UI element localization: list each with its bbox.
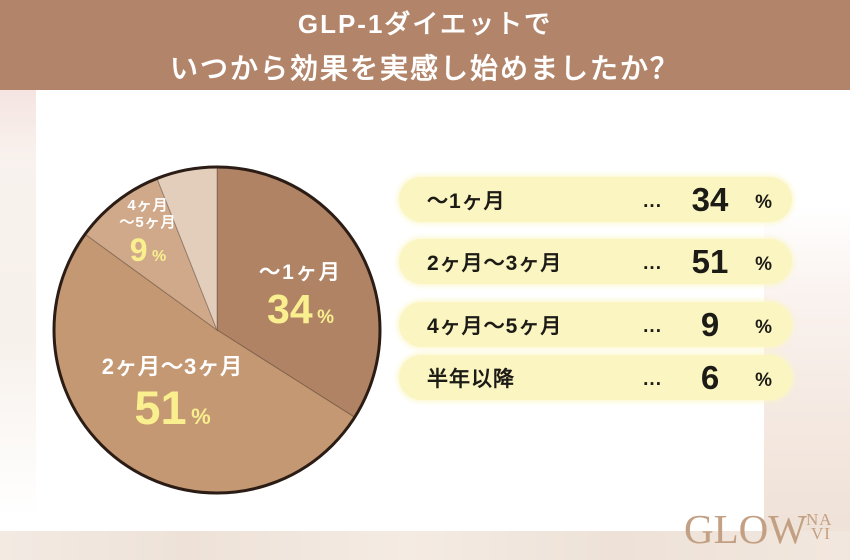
- legend-item-1month: 〜1ヶ月 ... 34 %: [399, 177, 792, 222]
- brand-logo-stack-bottom: VI: [810, 524, 831, 543]
- legend-item-halfyear-label: 半年以降: [427, 367, 515, 391]
- legend-item-1month-unit: %: [755, 191, 772, 213]
- legend-item-1month-value: 34: [691, 180, 729, 218]
- legend-item-2-3month-label: 2ヶ月〜3ヶ月: [427, 251, 563, 275]
- brand-logo-main: GLOW: [684, 506, 807, 552]
- title-line-2: いつから効果を実感し始めましたか？: [169, 52, 680, 84]
- brand-logo-stack-top: NA: [805, 510, 833, 529]
- pie-chart: [52, 165, 382, 495]
- brand-logo-stack: NA VI: [805, 510, 833, 543]
- legend-dots: ...: [643, 191, 662, 212]
- legend-item-4-5month-label: 4ヶ月〜5ヶ月: [427, 314, 563, 338]
- legend-item-4-5month-value: 9: [700, 305, 720, 343]
- brand-logo: GLOW NA VI: [684, 506, 833, 552]
- legend-item-4-5month-unit: %: [755, 316, 772, 338]
- pie-outline: [52, 165, 382, 495]
- page-title: GLP-1ダイエットで いつから効果を実感し始めましたか？: [0, 0, 850, 90]
- decor-bottom-strip: [0, 531, 850, 560]
- legend-item-4-5month: 4ヶ月〜5ヶ月 ... 9 %: [399, 302, 792, 347]
- legend-dots: ...: [643, 369, 662, 390]
- legend-dots: ...: [643, 316, 662, 337]
- legend-dots: ...: [643, 253, 662, 274]
- legend-item-2-3month-value: 51: [691, 242, 729, 280]
- legend-item-1month-label: 〜1ヶ月: [427, 189, 506, 213]
- title-line-1: GLP-1ダイエットで: [297, 8, 553, 39]
- legend-item-halfyear-unit: %: [755, 369, 772, 391]
- legend-item-halfyear-value: 6: [700, 358, 720, 396]
- legend-item-2-3month: 2ヶ月〜3ヶ月 ... 51 %: [399, 239, 792, 284]
- legend-list: 〜1ヶ月 ... 34 % 2ヶ月〜3ヶ月 ... 51 % 4ヶ月〜5ヶ月 .…: [399, 177, 792, 401]
- legend-item-halfyear: 半年以降 ... 6 %: [399, 355, 792, 400]
- legend-item-2-3month-unit: %: [755, 253, 772, 275]
- decor-left-strip: [0, 90, 36, 536]
